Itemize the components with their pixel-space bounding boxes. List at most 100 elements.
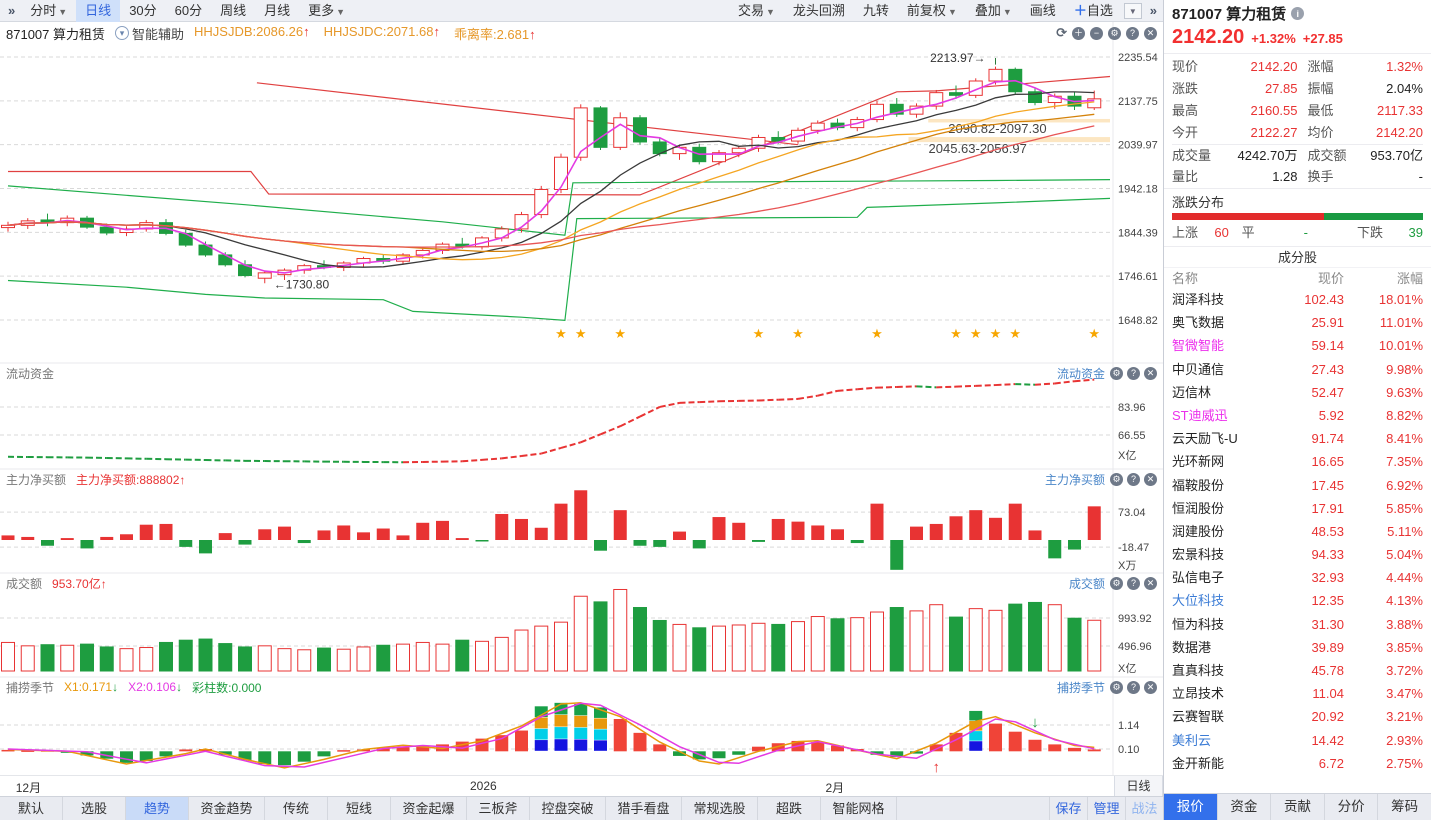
close-icon[interactable]: ✕ [1144,366,1157,380]
gear-icon[interactable]: ⚙ [1108,26,1121,40]
period-tab-日线[interactable]: 日线 [76,0,121,22]
tool-画线[interactable]: 画线 [1029,2,1056,18]
help-icon[interactable]: ? [1127,576,1140,590]
constituent-row[interactable]: 弘信电子 32.93 4.44% [1172,570,1423,586]
gear-icon[interactable]: ⚙ [1110,472,1123,486]
strategy-tab-超跌[interactable]: 超跌 [758,797,821,820]
constituent-row[interactable]: 立昂技术 11.04 3.47% [1172,686,1423,702]
strategy-tab-资金趋势[interactable]: 资金趋势 [189,797,265,820]
y-axis-label: 0.10 [1118,744,1139,756]
tool-叠加[interactable]: 叠加 ▼ [974,2,1012,18]
period-tab-60分[interactable]: 60分 [174,2,203,18]
kline-chart-canvas[interactable]: 2235.54 2137.75 2039.97 1942.18 1844.39 1746.… [0,22,1163,775]
quote-tab-报价[interactable]: 报价 [1164,794,1218,820]
constituent-row[interactable]: 美利云 14.42 2.93% [1172,732,1423,748]
constituent-row[interactable]: 奥飞数据 25.91 11.01% [1172,315,1423,331]
smart-assist-button[interactable]: ▾ 智能辅助 [115,24,184,43]
distribution-bar [1172,213,1423,220]
expand-left-icon[interactable]: » [8,3,15,18]
strategy-tab-资金起爆[interactable]: 资金起爆 [391,797,467,820]
constituent-row[interactable]: 润泽科技 102.43 18.01% [1172,292,1423,307]
help-icon[interactable]: ? [1126,26,1139,40]
help-icon[interactable]: ? [1127,472,1140,486]
arrow-up-icon: ↑ [303,23,310,39]
price-band-label: 2045.63-2056.97 [929,141,1027,156]
strategy-tab-趋势[interactable]: 趋势 [126,797,189,820]
strategy-tab-传统[interactable]: 传统 [265,797,328,820]
help-icon[interactable]: ? [1127,680,1140,694]
constituent-row[interactable]: 云赛智联 20.92 3.21% [1172,709,1423,725]
quote-panel-tabs: 报价 资金 贡献 分价 筹码 [1164,793,1431,820]
constituent-row[interactable]: 数据港 39.89 3.85% [1172,639,1423,655]
constituent-row[interactable]: 大位科技 12.35 4.13% [1172,593,1423,609]
constituent-row[interactable]: 云天励飞-U 91.74 8.41% [1172,431,1423,447]
constituent-row[interactable]: 中贝通信 27.43 9.98% [1172,361,1423,377]
mainnet-title-right[interactable]: 主力净买额 [1044,472,1105,487]
constituent-row[interactable]: 恒为科技 31.30 3.88% [1172,616,1423,632]
constituent-row[interactable]: 恒润股份 17.91 5.85% [1172,500,1423,516]
add-watchlist-button[interactable]: ＋自选 [1073,2,1113,18]
quote-tab-分价[interactable]: 分价 [1325,794,1379,820]
liquid-title-right[interactable]: 流动资金 [1056,366,1105,381]
period-tab-周线[interactable]: 周线 [220,2,247,18]
strategy-tab-选股[interactable]: 选股 [63,797,126,820]
mainnet-title: 主力净买额 [6,472,67,487]
action-战法[interactable]: 战法 [1125,797,1163,820]
tool-九转[interactable]: 九转 [862,2,889,18]
period-tab-月线[interactable]: 月线 [264,2,291,18]
quote-tab-筹码[interactable]: 筹码 [1378,794,1431,820]
close-icon[interactable]: ✕ [1144,26,1157,40]
tool-前复权[interactable]: 前复权 ▼ [906,2,957,18]
action-保存[interactable]: 保存 [1049,797,1087,820]
period-tab-30分[interactable]: 30分 [129,2,157,18]
quote-tab-贡献[interactable]: 贡献 [1271,794,1325,820]
info-icon[interactable]: i [1291,7,1305,20]
action-管理[interactable]: 管理 [1087,797,1125,820]
expand-right-icon[interactable]: » [1149,3,1157,18]
constituent-row[interactable]: 迈信林 52.47 9.63% [1172,384,1423,400]
y-axis-label: X万 [1118,560,1136,572]
turnover-title-right[interactable]: 成交额 [1068,576,1105,591]
tool-交易[interactable]: 交易 ▼ [737,2,775,18]
y-axis-label: X亿 [1118,449,1136,462]
help-icon[interactable]: ? [1127,366,1140,380]
plus-icon[interactable]: ＋ [1072,26,1085,40]
strategy-tab-控盘突破[interactable]: 控盘突破 [530,797,606,820]
period-tab-更多[interactable]: 更多 ▼ [308,2,346,18]
close-icon[interactable]: ✕ [1144,680,1157,694]
close-icon[interactable]: ✕ [1144,576,1157,590]
abs-change: +27.85 [1302,31,1343,46]
quote-tab-资金[interactable]: 资金 [1218,794,1272,820]
gear-icon[interactable]: ⚙ [1110,576,1123,590]
constituent-row[interactable]: 宏景科技 94.33 5.04% [1172,547,1423,563]
close-icon[interactable]: ✕ [1144,472,1157,486]
strategy-tab-默认[interactable]: 默认 [0,797,63,820]
period-tabs: 分时 ▼ 日线 30分 60分 周线 月线 更多 ▼ [21,0,354,22]
tool-龙头回溯[interactable]: 龙头回溯 [792,2,845,18]
period-tab-分时[interactable]: 分时 ▼ [30,2,68,18]
strategy-tab-短线[interactable]: 短线 [328,797,391,820]
strategy-tab-三板斧[interactable]: 三板斧 [467,797,530,820]
stat-row: 成交量 4242.70万 成交额 953.70亿 [1172,144,1423,166]
constituent-row[interactable]: 直真科技 45.78 3.72% [1172,663,1423,678]
gear-icon[interactable]: ⚙ [1110,680,1123,694]
strategy-tab-猎手看盘[interactable]: 猎手看盘 [606,797,682,820]
y-axis-label: 73.04 [1118,507,1146,519]
strategy-tab-常规选股[interactable]: 常规选股 [682,797,758,820]
watchlist-dropdown-caret[interactable]: ▼ [1123,2,1142,19]
constituent-row[interactable]: 润建股份 48.53 5.11% [1172,523,1423,539]
period-indicator[interactable]: 日线 [1114,776,1163,797]
season-title-right[interactable]: 捕捞季节 [1056,680,1105,695]
minus-icon[interactable]: − [1090,26,1103,40]
up-segment [1172,213,1325,220]
constituent-row[interactable]: 福鞍股份 17.45 6.92% [1172,477,1423,493]
season-panel-header: 捕捞季节 X1:0.171↓ X2:0.106↓ 彩柱数:0.000 捕捞季节 ⚙… [0,678,1163,696]
gear-icon[interactable]: ⚙ [1110,366,1123,380]
constituent-row[interactable]: 光环新网 16.65 7.35% [1172,454,1423,470]
constituent-row[interactable]: 金开新能 6.72 2.75% [1172,755,1423,771]
candle [712,152,726,163]
strategy-tab-智能网格[interactable]: 智能网格 [821,797,897,820]
constituent-row[interactable]: 智微智能 59.14 10.01% [1172,338,1423,354]
constituent-row[interactable]: ST迪威迅 5.92 8.82% [1172,407,1423,423]
refresh-icon[interactable]: ⟳ [1056,25,1067,40]
